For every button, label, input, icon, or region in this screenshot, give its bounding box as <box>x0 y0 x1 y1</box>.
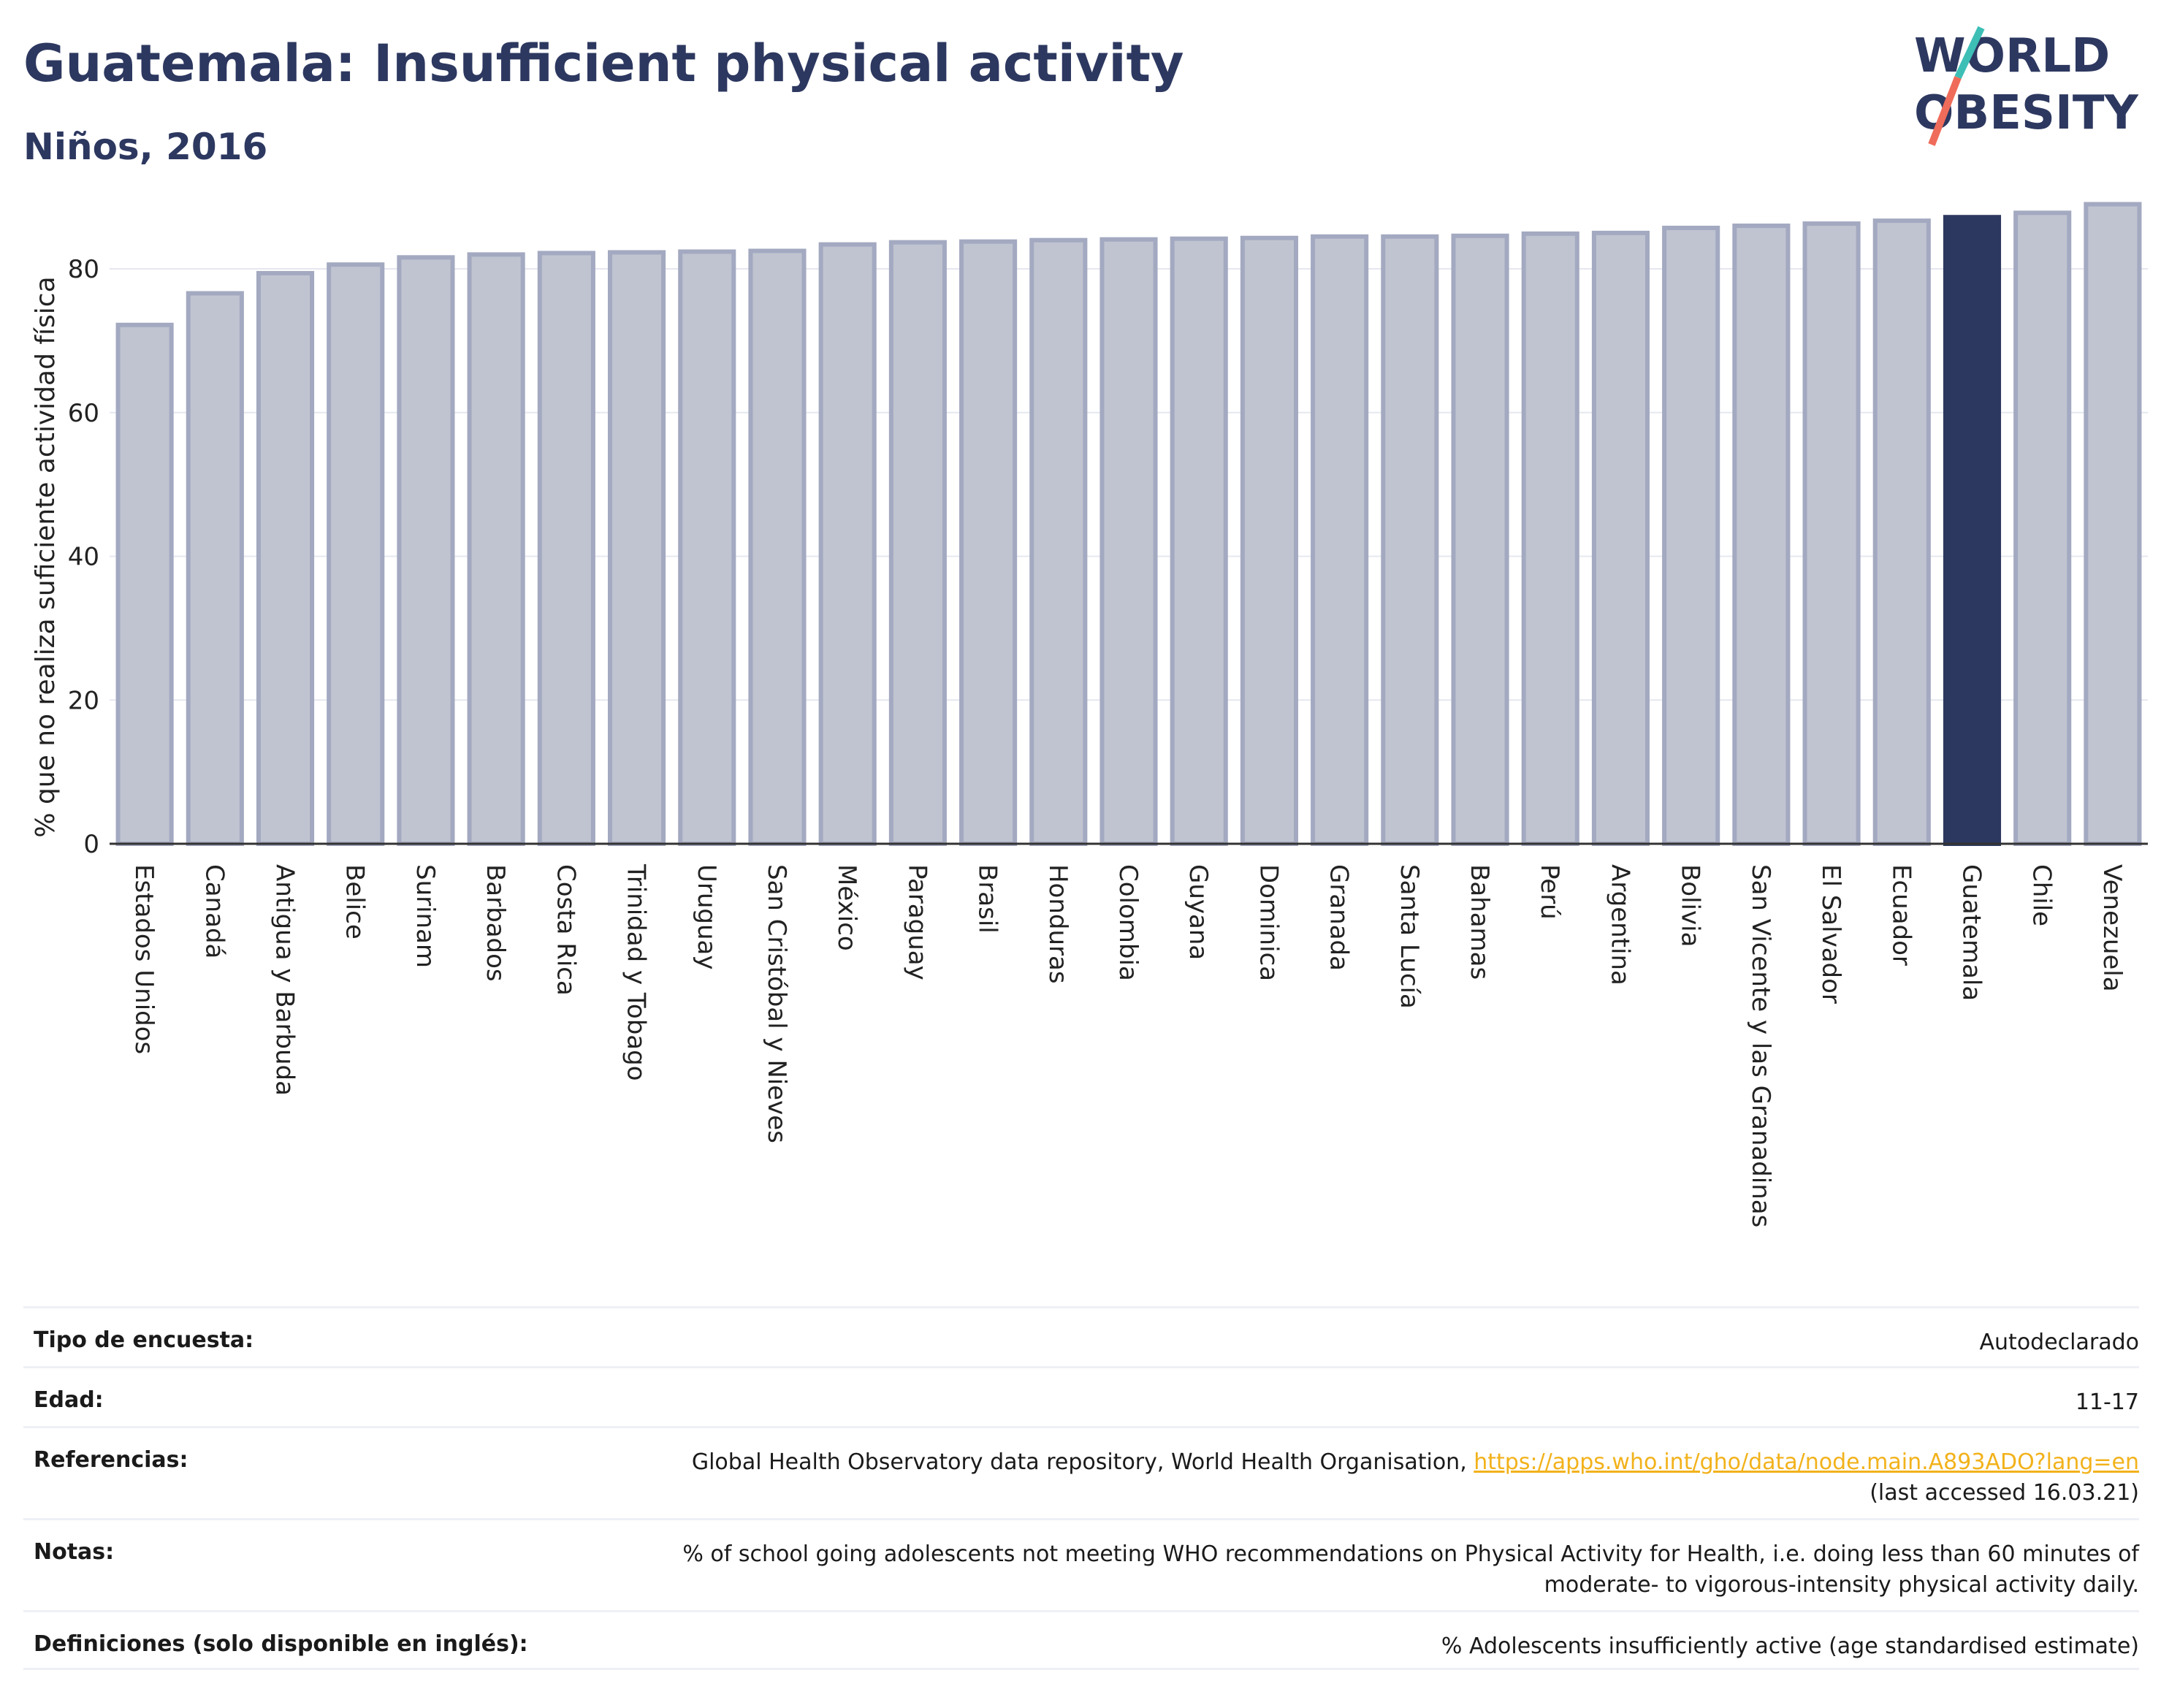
bar-argentina <box>1591 230 1650 846</box>
bar-ecuador <box>1872 218 1931 846</box>
x-tick-label: Brasil <box>973 864 1002 934</box>
x-tick-label: Argentina <box>1605 864 1634 985</box>
notes-line-2: moderate- to vigorous-intensity physical… <box>1544 1572 2139 1598</box>
y-axis-label: % que no realiza suficiente actividad fí… <box>31 276 61 837</box>
references-label: Referencias: <box>34 1447 188 1473</box>
x-tick-label: Canadá <box>199 864 229 958</box>
bar-honduras <box>1029 237 1088 846</box>
x-tick-label: Paraguay <box>902 864 931 980</box>
notes-value: % of school going adolescents not meetin… <box>682 1539 2139 1601</box>
x-tick-label: San Vicente y las Granadinas <box>1746 864 1775 1227</box>
bar-belice <box>327 262 385 846</box>
bar-costa-rica <box>537 251 595 846</box>
bar-barbados <box>467 252 525 846</box>
info-table: Tipo de encuesta: Autodeclarado Edad: 11… <box>23 1306 2139 1670</box>
bar-estados-unidos <box>115 322 174 846</box>
bar-guyana <box>1170 236 1228 846</box>
notes-label: Notas: <box>34 1539 115 1565</box>
age-value: 11-17 <box>2075 1389 2139 1415</box>
bar-chart: 0 20 40 60 80 Estados Unidos Canadá Antigua y … <box>31 202 2148 1227</box>
x-tick-label: Bolivia <box>1676 864 1705 947</box>
x-tick-label: Perú <box>1535 864 1564 920</box>
bar-perú <box>1521 231 1579 846</box>
bar-dominica <box>1240 235 1298 846</box>
x-tick-label: Barbados <box>481 864 510 982</box>
logo-slash-teal <box>1954 26 1985 80</box>
survey-type-value: Autodeclarado <box>1979 1330 2139 1355</box>
logo-word-world: WORLD <box>1914 29 2110 83</box>
bar-san-vicente-y-las-granadinas <box>1732 224 1791 846</box>
x-tick-label: Dominica <box>1254 864 1283 981</box>
bar-brasil <box>959 239 1018 847</box>
survey-type-label: Tipo de encuesta: <box>34 1327 254 1353</box>
x-tick-label: Costa Rica <box>551 864 580 996</box>
x-tick-label: Surinam <box>411 864 440 968</box>
x-tick-label: El Salvador <box>1816 864 1845 1004</box>
bar-chile <box>2013 210 2072 846</box>
bar-surinam <box>397 255 455 847</box>
x-tick-label: Belice <box>340 864 370 939</box>
notes-line-1: % of school going adolescents not meetin… <box>682 1541 2139 1567</box>
references-text: Global Health Observatory data repositor… <box>691 1449 1474 1475</box>
bar-bahamas <box>1451 233 1509 847</box>
info-row-definitions: Definiciones (solo disponible en inglés)… <box>23 1610 2139 1670</box>
x-tick-label: Colombia <box>1113 864 1143 981</box>
bar-san-cristóbal-y-nieves <box>748 248 807 846</box>
x-tick-label: Guatemala <box>1956 864 1986 1001</box>
bar-uruguay <box>678 249 736 847</box>
x-tick-label: Antigua y Barbuda <box>270 864 300 1096</box>
x-tick-label: Bahamas <box>1465 864 1494 980</box>
bar-venezuela <box>2084 202 2142 846</box>
info-row-notes: Notas: % of school going adolescents not… <box>23 1518 2139 1610</box>
page-title: Guatemala: Insufficient physical activit… <box>23 34 1184 94</box>
bar-colombia <box>1099 237 1158 846</box>
bar-guatemala <box>1943 215 2002 846</box>
bar-santa-lucía <box>1381 234 1439 846</box>
x-tick-label: Chile <box>2027 864 2057 926</box>
bar-bolivia <box>1662 225 1720 846</box>
x-tick-label: Honduras <box>1043 864 1072 984</box>
info-row-age: Edad: 11-17 <box>23 1366 2139 1426</box>
bar-méxico <box>818 242 877 846</box>
x-tick-label: San Cristóbal y Nieves <box>762 864 791 1143</box>
bar-el-salvador <box>1802 221 1861 846</box>
info-row-survey: Tipo de encuesta: Autodeclarado <box>23 1306 2139 1366</box>
bar-canadá <box>186 291 244 846</box>
x-tick-label: Venezuela <box>2097 864 2127 992</box>
bar-granada <box>1311 234 1369 846</box>
x-tick-label: Guyana <box>1184 864 1213 960</box>
world-obesity-logo: WORLD OBESITY <box>1914 26 2138 146</box>
references-value: Global Health Observatory data repositor… <box>692 1447 2139 1509</box>
y-axis-ticks: 0 20 40 60 80 <box>68 255 99 859</box>
bar-antigua-y-barbuda <box>256 270 315 846</box>
info-row-references: Referencias: Global Health Observatory d… <box>23 1426 2139 1518</box>
x-tick-label: Estados Unidos <box>129 864 159 1054</box>
y-tick-label: 80 <box>68 255 99 284</box>
definitions-value: % Adolescents insufficiently active (age… <box>1441 1633 2139 1659</box>
age-label: Edad: <box>34 1387 104 1413</box>
x-tick-label: Ecuador <box>1886 864 1916 966</box>
bar-paraguay <box>888 240 947 846</box>
x-tick-label: Trinidad y Tobago <box>622 863 651 1081</box>
logo-slash-coral <box>1928 76 1962 146</box>
x-axis-labels: Estados Unidos Canadá Antigua y Barbuda Bel… <box>129 863 2127 1227</box>
y-tick-label: 0 <box>83 830 99 859</box>
page-subtitle: Niños, 2016 <box>23 126 268 168</box>
definitions-label: Definiciones (solo disponible en inglés)… <box>34 1631 528 1657</box>
x-tick-label: Granada <box>1325 864 1354 971</box>
x-tick-label: Uruguay <box>692 864 721 970</box>
y-tick-label: 20 <box>68 686 99 715</box>
y-tick-label: 40 <box>68 543 99 572</box>
x-tick-label: Santa Lucía <box>1395 864 1424 1009</box>
bar-trinidad-y-tobago <box>607 250 666 847</box>
y-tick-label: 60 <box>68 399 99 428</box>
references-accessed: (last accessed 16.03.21) <box>1870 1480 2139 1506</box>
references-link[interactable]: https://apps.who.int/gho/data/node.main.… <box>1474 1449 2139 1475</box>
x-tick-label: México <box>832 864 861 951</box>
bars <box>115 202 2142 847</box>
